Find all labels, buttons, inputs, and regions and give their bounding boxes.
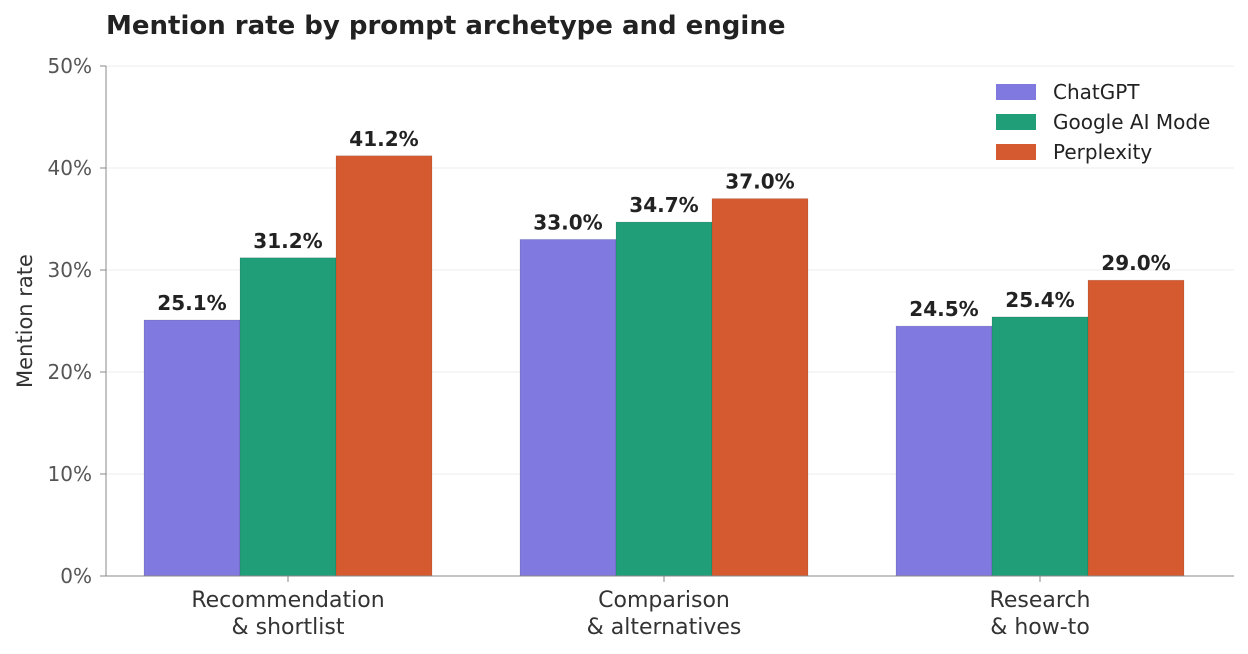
y-tick-label: 50%	[48, 54, 92, 78]
bar-perplexity	[711, 198, 809, 577]
data-label: 34.7%	[629, 193, 698, 217]
x-tick-label: Recommendation	[191, 588, 384, 613]
x-tick-label: & alternatives	[587, 615, 742, 640]
bar-chatgpt	[895, 325, 993, 577]
x-tick-label: Research	[990, 588, 1091, 613]
legend-label: Google AI Mode	[1053, 110, 1210, 134]
x-tick-label: & how-to	[990, 615, 1090, 640]
x-axis: Recommendation& shortlist Comparison& alt…	[106, 575, 1234, 640]
x-tick-label: & shortlist	[232, 615, 345, 640]
bar-chatgpt	[143, 319, 241, 577]
data-label: 24.5%	[909, 297, 978, 321]
data-label: 25.4%	[1005, 288, 1074, 312]
legend-label: Perplexity	[1053, 140, 1152, 164]
data-label: 31.2%	[253, 229, 322, 253]
y-tick-label: 40%	[48, 156, 92, 180]
bar-perplexity	[335, 155, 433, 577]
bar-google-ai-mode	[239, 257, 337, 577]
bar-series: 25.1% 31.2% 41.2% 33.0% 34.7% 37.0% 24.5% 25.4%…	[143, 127, 1185, 577]
chart-title: Mention rate by prompt archetype and eng…	[106, 11, 785, 41]
bar-google-ai-mode	[991, 316, 1089, 577]
data-label: 29.0%	[1101, 251, 1170, 275]
y-tick-label: 30%	[48, 258, 92, 282]
legend-swatch	[996, 144, 1036, 160]
y-tick-label: 20%	[48, 360, 92, 384]
x-tick-label: Comparison	[598, 588, 730, 613]
data-label: 37.0%	[725, 170, 794, 194]
data-label: 33.0%	[533, 210, 602, 234]
bar-perplexity	[1087, 279, 1185, 577]
y-tick-label: 10%	[48, 462, 92, 486]
legend: ChatGPT Google AI Mode Perplexity	[996, 80, 1210, 164]
y-tick-label: 0%	[60, 564, 92, 588]
data-label: 41.2%	[349, 127, 418, 151]
data-label: 25.1%	[157, 291, 226, 315]
legend-swatch	[996, 114, 1036, 130]
y-axis-title: Mention rate	[13, 254, 37, 388]
y-axis-ticks: 0% 10% 20% 30% 40% 50%	[48, 54, 107, 588]
legend-swatch	[996, 84, 1036, 100]
bar-chatgpt	[519, 238, 617, 577]
bar-google-ai-mode	[615, 221, 713, 577]
legend-label: ChatGPT	[1053, 80, 1140, 104]
